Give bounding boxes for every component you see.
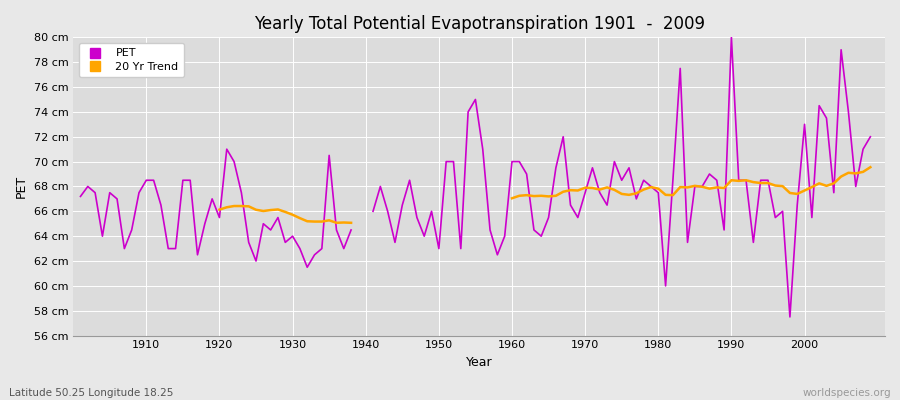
20 Yr Trend — [309, 219, 320, 224]
PET — [331, 228, 342, 232]
PET — [229, 159, 239, 164]
20 Yr Trend — [280, 210, 291, 214]
PET — [184, 178, 195, 183]
20 Yr Trend — [324, 218, 335, 223]
Legend: PET, 20 Yr Trend: PET, 20 Yr Trend — [78, 43, 184, 77]
PET — [243, 240, 254, 245]
20 Yr Trend — [346, 220, 356, 225]
Text: Latitude 50.25 Longitude 18.25: Latitude 50.25 Longitude 18.25 — [9, 388, 174, 398]
PET — [200, 221, 211, 226]
PET — [324, 153, 335, 158]
20 Yr Trend — [317, 219, 328, 224]
PET — [346, 228, 356, 232]
PET — [317, 246, 328, 251]
PET — [258, 221, 269, 226]
20 Yr Trend — [243, 204, 254, 209]
PET — [90, 190, 101, 195]
PET — [156, 203, 166, 208]
Line: PET: PET — [80, 149, 351, 267]
PET — [338, 246, 349, 251]
X-axis label: Year: Year — [466, 356, 492, 369]
PET — [170, 246, 181, 251]
20 Yr Trend — [338, 220, 349, 225]
PET — [280, 240, 291, 245]
PET — [112, 196, 122, 201]
PET — [177, 178, 188, 183]
PET — [104, 190, 115, 195]
PET — [236, 190, 247, 195]
20 Yr Trend — [287, 212, 298, 217]
20 Yr Trend — [331, 220, 342, 225]
20 Yr Trend — [229, 204, 239, 208]
20 Yr Trend — [302, 219, 312, 224]
20 Yr Trend — [258, 209, 269, 214]
PET — [75, 194, 86, 199]
PET — [163, 246, 174, 251]
PET — [133, 190, 144, 195]
PET — [126, 228, 137, 232]
PET — [287, 234, 298, 238]
PET — [97, 234, 108, 238]
20 Yr Trend — [294, 216, 305, 220]
20 Yr Trend — [250, 207, 261, 212]
PET — [192, 252, 202, 257]
20 Yr Trend — [236, 204, 247, 208]
20 Yr Trend — [214, 207, 225, 212]
Y-axis label: PET: PET — [15, 175, 28, 198]
PET — [250, 259, 261, 264]
PET — [207, 196, 218, 201]
PET — [119, 246, 130, 251]
Title: Yearly Total Potential Evapotranspiration 1901  -  2009: Yearly Total Potential Evapotranspiratio… — [254, 15, 705, 33]
PET — [294, 246, 305, 251]
20 Yr Trend — [273, 207, 284, 212]
20 Yr Trend — [221, 205, 232, 210]
PET — [214, 215, 225, 220]
PET — [141, 178, 152, 183]
PET — [148, 178, 159, 183]
PET — [221, 147, 232, 152]
PET — [83, 184, 94, 189]
PET — [266, 228, 276, 232]
PET — [309, 252, 320, 257]
Line: 20 Yr Trend: 20 Yr Trend — [220, 206, 351, 223]
PET — [302, 265, 312, 270]
PET — [273, 215, 284, 220]
Text: worldspecies.org: worldspecies.org — [803, 388, 891, 398]
20 Yr Trend — [266, 208, 276, 212]
